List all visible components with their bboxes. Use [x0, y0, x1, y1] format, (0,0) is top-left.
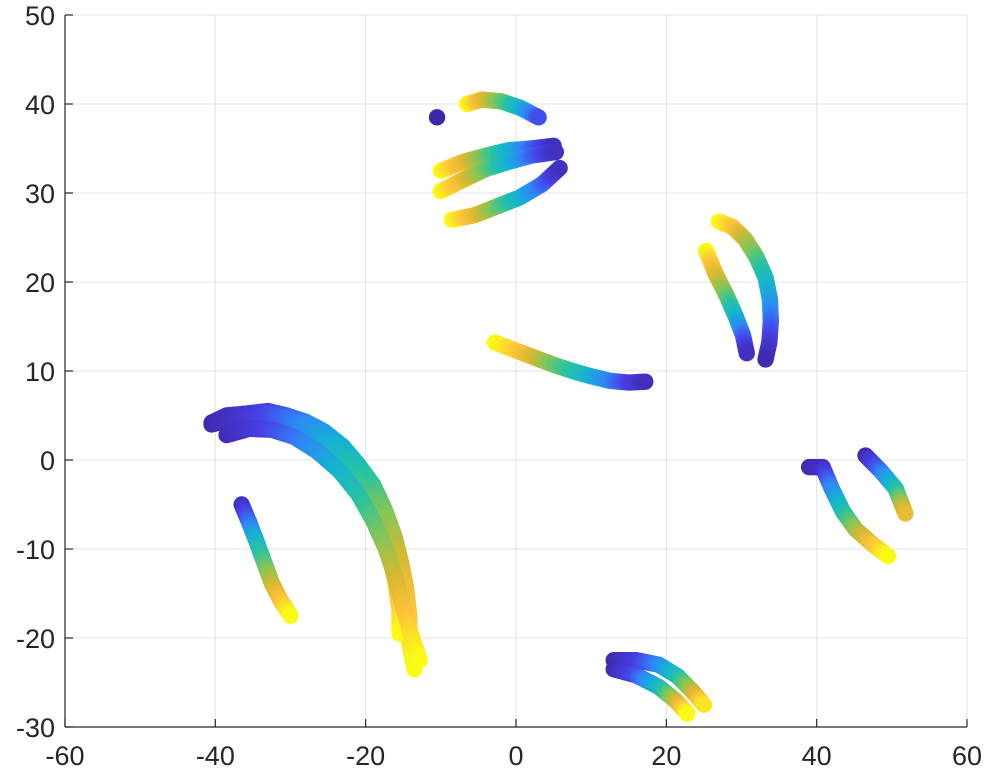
data-point: [551, 159, 568, 177]
data-point: [695, 696, 713, 713]
x-tick-label: -20: [346, 741, 385, 771]
data-point: [637, 373, 654, 390]
data-point: [679, 705, 696, 722]
y-tick-label: -20: [16, 624, 55, 654]
y-tick-label: 30: [25, 179, 55, 209]
data-point: [282, 607, 299, 624]
y-tick-label: -10: [16, 535, 55, 565]
y-tick-label: -30: [16, 713, 55, 743]
y-tick-label: 10: [25, 357, 55, 387]
data-point: [897, 505, 914, 522]
axes: [64, 14, 968, 728]
grid-lines: [64, 14, 968, 728]
data-point: [757, 351, 774, 368]
data-points: [203, 91, 914, 722]
data-point: [879, 547, 897, 565]
data-point: [530, 109, 547, 126]
x-tick-label: 40: [802, 741, 832, 771]
tick-labels: -60 -40 -20 0 20 40 60 -30 -20 -10 0 10 20 30 40 50: [16, 1, 982, 771]
x-tick-label: 0: [508, 741, 523, 771]
data-point: [411, 652, 428, 669]
y-tick-label: 0: [40, 446, 55, 476]
x-tick-label: 60: [952, 741, 982, 771]
data-point: [428, 109, 446, 126]
data-point: [547, 143, 565, 161]
y-tick-label: 20: [25, 268, 55, 298]
x-tick-label: 20: [651, 741, 681, 771]
x-tick-label: -40: [196, 741, 235, 771]
data-point: [738, 345, 755, 362]
y-tick-label: 40: [25, 90, 55, 120]
y-tick-label: 50: [25, 1, 55, 31]
x-tick-label: -60: [45, 741, 84, 771]
